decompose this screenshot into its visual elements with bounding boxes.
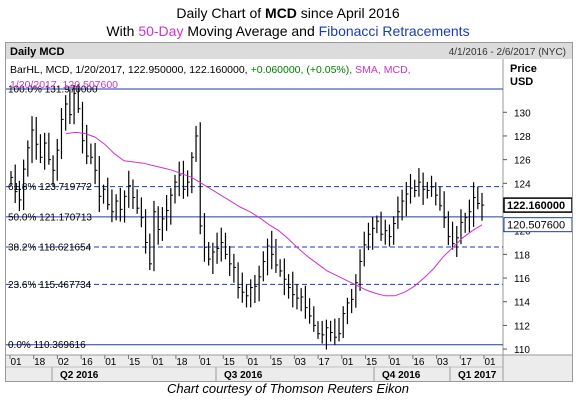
fib-level-label: 61.8% 123.719772 bbox=[8, 182, 92, 193]
x-tick-label: 16 bbox=[413, 357, 425, 368]
price-chart: Daily MCD 4/1/2016 - 2/6/2017 (NYC) Pric… bbox=[6, 43, 572, 381]
y-tick-label: 120 bbox=[514, 227, 531, 238]
x-tick-label: 03 bbox=[437, 357, 449, 368]
price-header: Price bbox=[510, 63, 537, 75]
time-axis-band bbox=[6, 355, 572, 381]
fib-level-label: 50.0% 121.170713 bbox=[8, 212, 92, 223]
chart-header: Daily Chart of MCD since April 2016 With… bbox=[0, 0, 576, 42]
x-tick-label: 01 bbox=[10, 357, 22, 368]
x-tick-label: 15 bbox=[129, 357, 141, 368]
x-tick-label: 15 bbox=[366, 357, 378, 368]
fib-highlight: Fibonacci Retracements bbox=[318, 23, 470, 39]
y-tick-label: 126 bbox=[514, 156, 531, 167]
date-range: 4/1/2016 - 2/6/2017 (NYC) bbox=[449, 47, 566, 58]
y-tick-label: 128 bbox=[514, 132, 531, 143]
chart-subtitle: With 50-Day Moving Average and Fibonacci… bbox=[106, 23, 470, 39]
sma-50-line bbox=[65, 131, 483, 297]
y-tick-label: 110 bbox=[514, 345, 530, 356]
chart-panel: Daily MCD 4/1/2016 - 2/6/2017 (NYC) Pric… bbox=[5, 42, 573, 382]
x-tick-label: 16 bbox=[82, 357, 94, 368]
quarter-label: Q2 2016 bbox=[60, 370, 99, 381]
y-tick-label: 112 bbox=[514, 321, 530, 332]
fib-level-label: 38.2% 118.621654 bbox=[8, 242, 92, 253]
legend-sma-value: 1/20/2017, 120.507600 bbox=[10, 79, 118, 91]
chart-credit: Chart courtesy of Thomson Reuters Eikon bbox=[166, 381, 410, 396]
fib-level-label: 0.0% 110.369616 bbox=[8, 340, 86, 351]
fib-level-label: 100.0% 131.970000 bbox=[8, 84, 98, 95]
x-tick-label: 18 bbox=[176, 357, 188, 368]
x-tick-label: 02 bbox=[58, 357, 70, 368]
x-tick-label: 01 bbox=[105, 357, 117, 368]
x-tick-label: 01 bbox=[484, 357, 496, 368]
x-tick-label: 01 bbox=[247, 357, 259, 368]
x-tick-label: 01 bbox=[390, 357, 402, 368]
x-tick-label: 15 bbox=[271, 357, 283, 368]
y-tick-label: 116 bbox=[514, 274, 530, 285]
x-tick-label: 18 bbox=[34, 357, 46, 368]
y-tick-label: 124 bbox=[514, 179, 531, 190]
sma-value-tag bbox=[503, 217, 572, 233]
y-tick-label: 114 bbox=[514, 298, 530, 309]
y-tick-label: 118 bbox=[514, 250, 530, 261]
last-price-value: 122.160000 bbox=[507, 200, 565, 212]
quarter-label: Q4 2016 bbox=[382, 370, 421, 381]
x-tick-label: 01 bbox=[153, 357, 165, 368]
chart-title: Daily Chart of MCD since April 2016 bbox=[176, 5, 400, 21]
fib-level-label: 23.6% 115.467734 bbox=[8, 280, 92, 291]
quarter-label: Q3 2016 bbox=[224, 370, 263, 381]
panel-label: Daily MCD bbox=[10, 46, 64, 58]
x-tick-label: 17 bbox=[319, 357, 331, 368]
legend-bar-label: BarHL, MCD, 1/20/2017, 122.950000, 122.1… bbox=[10, 64, 411, 76]
y-tick-label: 130 bbox=[514, 108, 531, 119]
x-tick-label: 01 bbox=[200, 357, 212, 368]
sma-value: 120.507600 bbox=[507, 220, 565, 232]
sma-highlight: 50-Day bbox=[138, 23, 184, 39]
last-price-tag bbox=[503, 197, 572, 213]
x-tick-label: 15 bbox=[224, 357, 236, 368]
x-tick-label: 01 bbox=[342, 357, 354, 368]
quarter-label: Q1 2017 bbox=[458, 370, 497, 381]
panel-header-bar bbox=[6, 43, 572, 59]
currency-label: USD bbox=[510, 76, 533, 88]
x-tick-label: 17 bbox=[461, 357, 473, 368]
x-tick-label: 03 bbox=[295, 357, 307, 368]
